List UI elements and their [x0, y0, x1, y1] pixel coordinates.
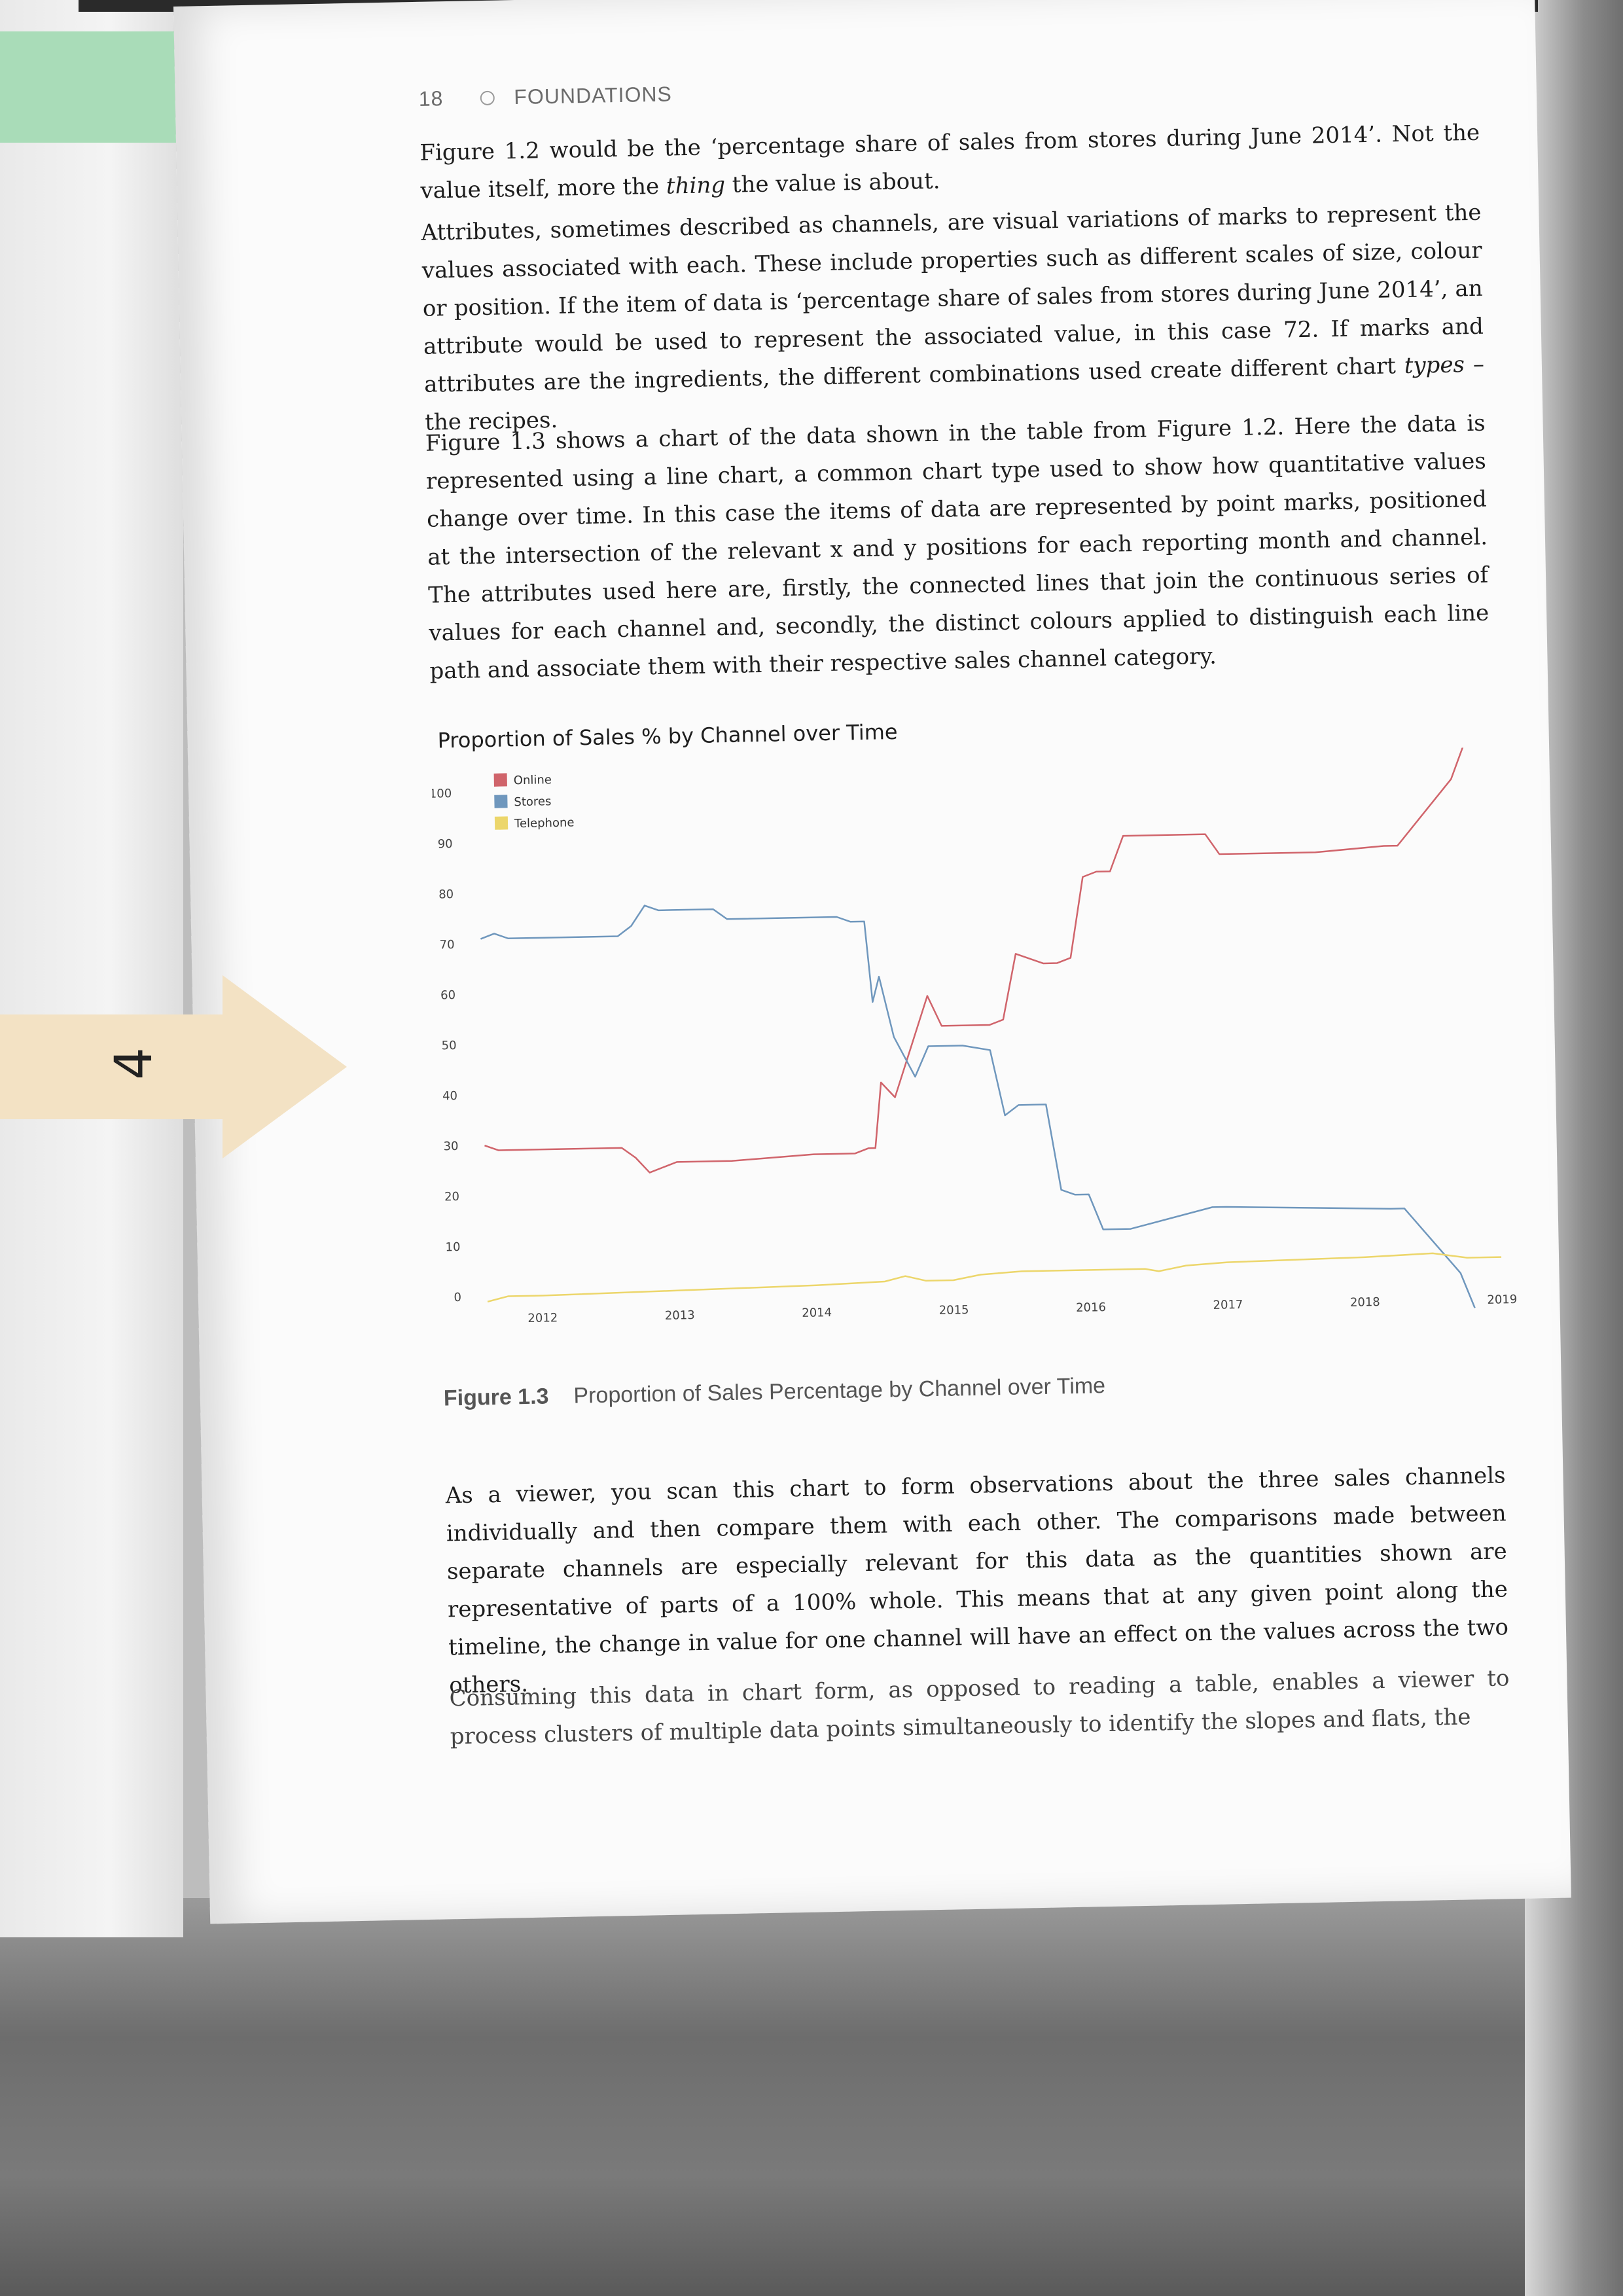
y-tick-label: 70: [439, 938, 454, 952]
scan-background-bottom: [0, 1898, 1623, 2296]
numbered-bookmark-tab: [0, 1014, 236, 1119]
y-tick-label: 50: [441, 1039, 456, 1052]
series-line-telephone: [487, 1252, 1502, 1303]
book-page: 18 FOUNDATIONS Figure 1.2 would be the ‘p…: [173, 0, 1571, 1924]
running-header: 18 FOUNDATIONS: [418, 82, 672, 111]
x-tick-label: 2017: [1213, 1298, 1243, 1312]
y-tick-label: 20: [444, 1190, 459, 1204]
chart-title: Proportion of Sales % by Channel over Ti…: [437, 719, 898, 753]
legend-label-telephone: Telephone: [514, 816, 575, 831]
y-tick-label: 0: [454, 1291, 461, 1304]
y-tick-label: 80: [438, 888, 454, 901]
legend-label-online: Online: [514, 773, 552, 787]
paragraph-3: Figure 1.3 shows a chart of the data sho…: [425, 410, 1489, 685]
y-tick-label: 60: [440, 988, 455, 1002]
x-tick-label: 2014: [802, 1306, 832, 1320]
y-tick-label: 30: [443, 1139, 458, 1153]
paragraph-2: Attributes, sometimes described as chann…: [421, 199, 1485, 436]
series-line-stores: [480, 905, 1476, 1308]
y-tick-label: 90: [438, 837, 453, 851]
y-tick-label: 10: [445, 1240, 460, 1254]
x-tick-label: 2018: [1350, 1295, 1380, 1310]
x-tick-label: 2013: [665, 1308, 695, 1323]
paragraph-1: Figure 1.2 would be the ‘percentage shar…: [419, 119, 1480, 204]
legend-label-stores: Stores: [514, 795, 551, 809]
bookmark-arrow-shape: [223, 975, 347, 1158]
y-tick-label: 100: [431, 787, 452, 801]
figure-caption-text: Proportion of Sales Percentage by Channe…: [573, 1373, 1106, 1408]
chart-svg: 0 10 20 30 40 50 60 70 80 90 100 2012 2013 2014 2015 2…: [431, 746, 1517, 1325]
x-tick-label: 2012: [527, 1311, 558, 1325]
y-tick-label: 40: [442, 1089, 457, 1103]
series-line-online: [484, 746, 1465, 1174]
figure-caption-label: Figure 1.3: [443, 1384, 549, 1411]
x-tick-label: 2019: [1487, 1293, 1517, 1307]
bookmark-tab-label: 4: [104, 1047, 164, 1080]
green-bookmark-tab: [0, 31, 177, 143]
x-tick-label: 2015: [939, 1303, 969, 1318]
line-chart: Proportion of Sales % by Channel over Ti…: [431, 707, 1555, 1343]
figure-caption: Figure 1.3 Proportion of Sales Percentage…: [444, 1373, 1106, 1411]
facing-page-edge: [0, 0, 183, 1937]
page-number: 18: [418, 86, 444, 111]
circle-icon: [480, 90, 495, 105]
legend-swatch-stores: [494, 795, 508, 808]
x-tick-label: 2016: [1076, 1300, 1106, 1315]
legend-swatch-online: [493, 773, 507, 787]
legend-swatch-telephone: [494, 816, 508, 830]
section-title: FOUNDATIONS: [513, 82, 673, 109]
